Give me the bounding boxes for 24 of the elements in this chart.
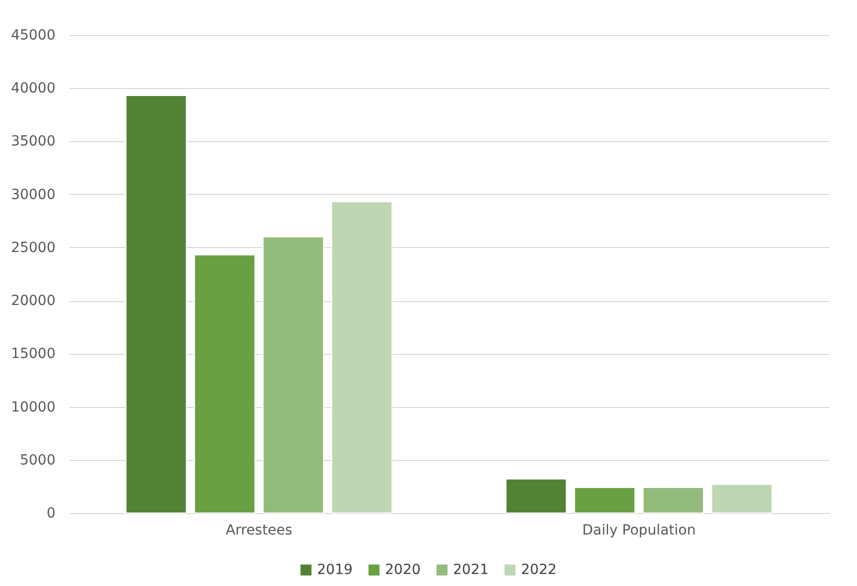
bar	[506, 478, 567, 514]
legend-label: 2019	[317, 562, 353, 578]
legend-label: 2020	[385, 562, 421, 578]
y-tick-label: 10000	[10, 399, 56, 416]
y-tick-label: 35000	[10, 134, 56, 150]
bar	[262, 236, 324, 514]
y-tick-label: 20000	[10, 293, 56, 310]
y-tick-label: 0	[46, 506, 56, 522]
bar	[642, 487, 704, 514]
bar	[331, 201, 392, 514]
y-tick-label: 40000	[10, 80, 56, 97]
legend-label: 2022	[521, 562, 557, 578]
y-tick-label: 30000	[10, 186, 56, 203]
bar	[194, 254, 256, 514]
bar	[711, 484, 772, 514]
bar	[574, 487, 636, 514]
legend-label: 2021	[453, 562, 489, 578]
x-tick-label: Daily Population	[582, 522, 696, 538]
y-tick-label: 45000	[10, 28, 56, 44]
bar	[126, 95, 187, 514]
y-tick-label: 5000	[20, 452, 56, 468]
y-tick-label: 15000	[10, 346, 56, 362]
y-tick-label: 25000	[10, 240, 56, 256]
x-tick-label: Arrestees	[226, 522, 292, 538]
